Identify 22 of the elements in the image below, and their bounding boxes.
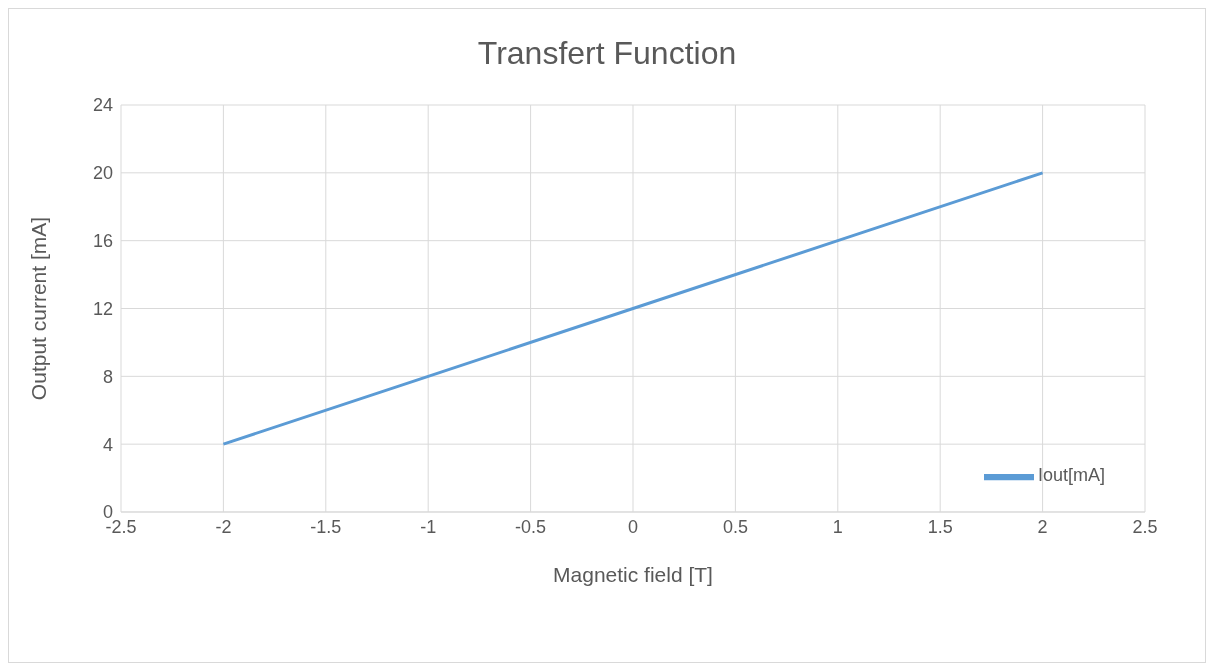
y-tick-label: 16 [92, 231, 113, 252]
x-tick-label: 2.5 [1132, 516, 1158, 537]
x-tick-label: 1 [832, 516, 843, 537]
x-tick-label: 1.5 [927, 516, 953, 537]
x-tick-label: -2 [215, 516, 232, 537]
y-tick-label: 12 [92, 298, 113, 319]
x-tick-label: -0.5 [515, 516, 547, 537]
legend-label: Iout[mA] [1037, 465, 1105, 486]
y-tick-label: 0 [102, 502, 113, 523]
y-axis-title: Output current [mA] [27, 216, 51, 401]
line-series [221, 171, 1045, 446]
chart-title: Transfert Function [476, 35, 738, 72]
x-tick-label: 2 [1037, 516, 1048, 537]
x-tick-label: -1.5 [310, 516, 342, 537]
y-tick-label: 20 [92, 163, 113, 184]
y-tick-label: 4 [102, 434, 113, 455]
x-tick-label: -1 [420, 516, 437, 537]
y-tick-label: 24 [92, 95, 113, 116]
x-tick-label: 0 [627, 516, 639, 537]
y-tick-label: 8 [102, 366, 113, 387]
x-axis-title: Magnetic field [T] [553, 563, 713, 586]
x-tick-label: 0.5 [722, 516, 748, 537]
